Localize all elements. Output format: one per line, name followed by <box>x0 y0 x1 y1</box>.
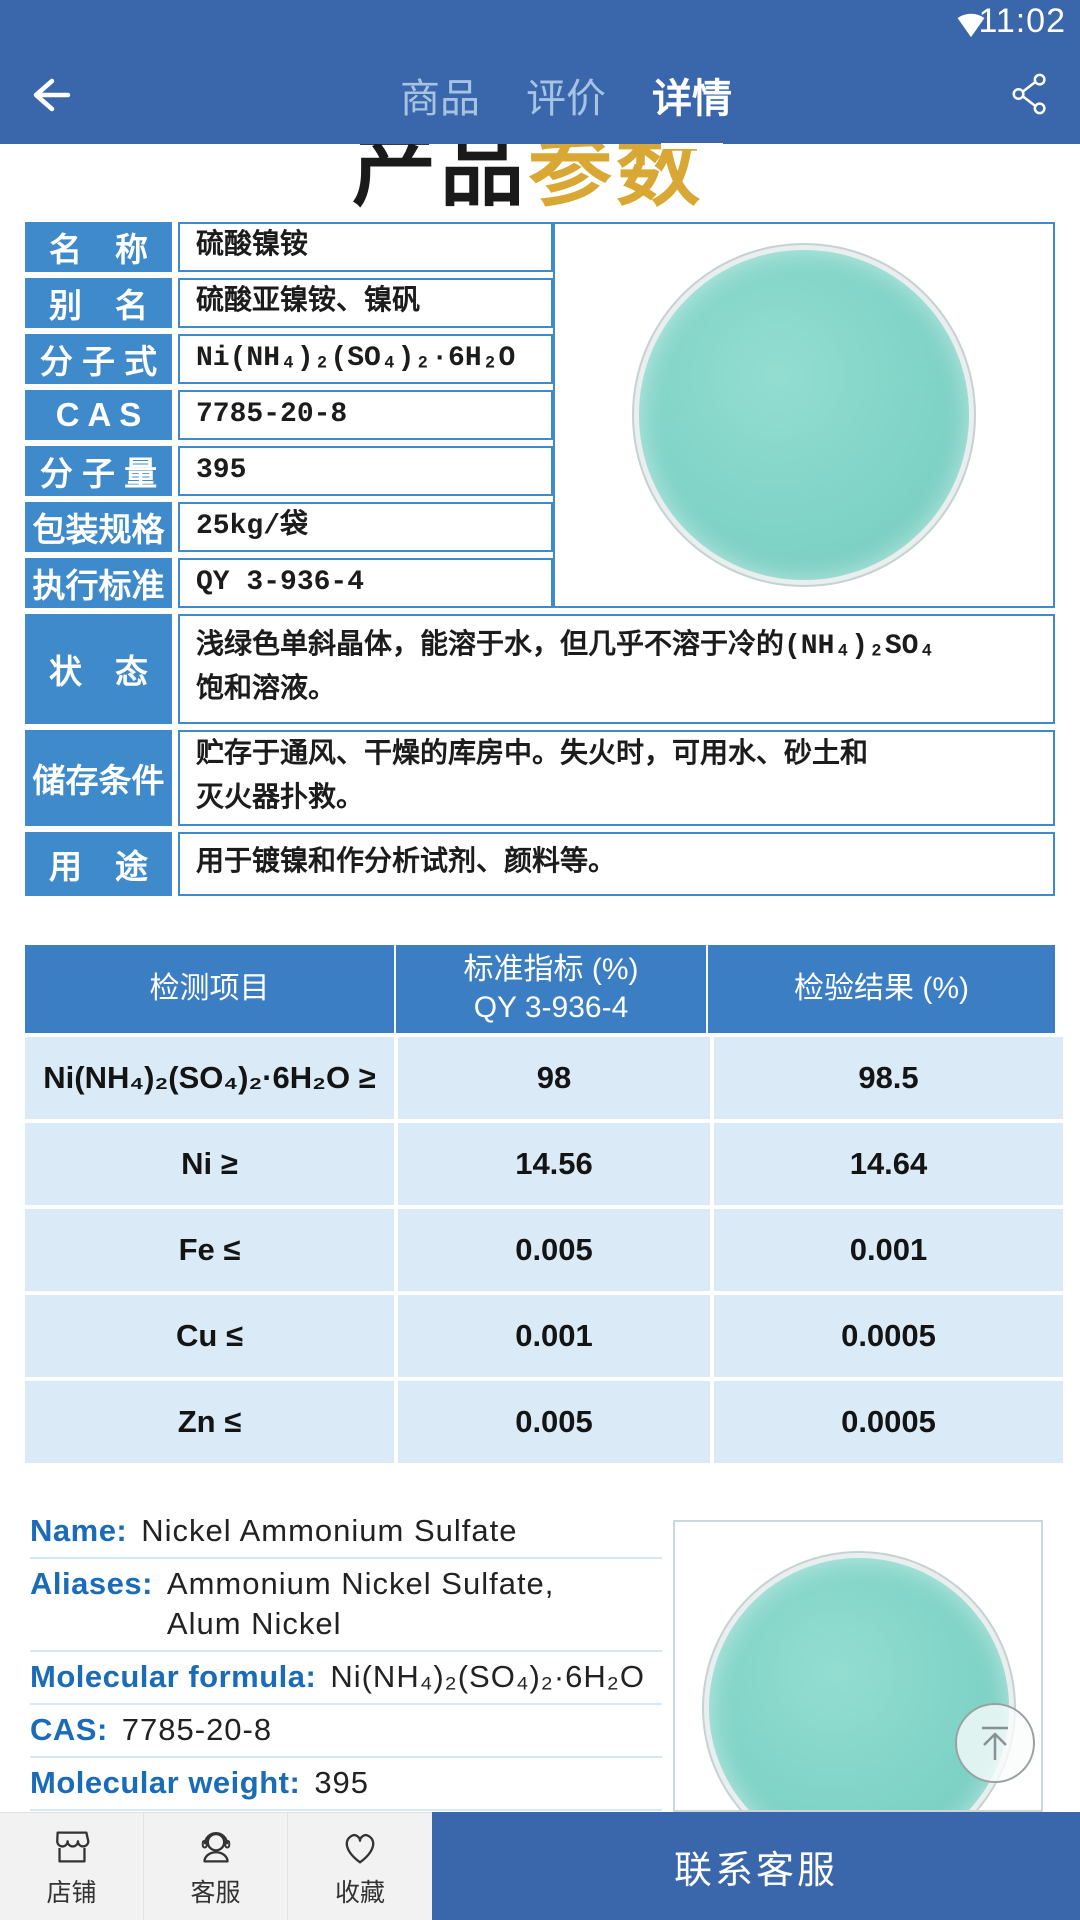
customer-service-button[interactable]: 客服 <box>144 1813 288 1920</box>
english-row-formula: Molecular formula: Ni(NH₄)₂(SO₄)₂·6H₂O <box>30 1652 662 1705</box>
test-cell: 98 <box>398 1037 710 1119</box>
english-row-name: Name: Nickel Ammonium Sulfate <box>30 1506 662 1559</box>
english-row-aliases: Aliases: Ammonium Nickel Sulfate, Alum N… <box>30 1559 662 1652</box>
product-photo-petri-dish <box>639 250 969 580</box>
share-icon[interactable] <box>1008 71 1054 117</box>
test-cell: Fe ≤ <box>25 1209 394 1291</box>
spec-value: 用于镀镍和作分析试剂、颜料等。 <box>178 832 1055 896</box>
tab-reviews[interactable]: 评价 <box>526 76 606 121</box>
spec-label: 储存条件 <box>25 730 172 826</box>
test-cell: 98.5 <box>714 1037 1063 1119</box>
shop-label: 店铺 <box>46 1879 97 1907</box>
test-header-item: 检测项目 <box>25 945 394 1033</box>
test-cell: Ni(NH₄)₂(SO₄)₂·6H₂O ≥ <box>25 1037 394 1119</box>
english-value: 7785-20-8 <box>121 1712 273 1747</box>
test-results-table: 检测项目 标准指标 (%) QY 3-936-4 检验结果 (%) Ni(NH₄… <box>25 945 1063 1463</box>
spec-label: 名 称 <box>25 222 172 272</box>
bottom-bar-left: 店铺 客服 收藏 <box>0 1812 432 1920</box>
english-label: Aliases: <box>30 1566 153 1601</box>
spec-value: 浅绿色单斜晶体，能溶于水，但几乎不溶于冷的(NH₄)₂SO₄ 饱和溶液。 <box>178 614 1055 724</box>
test-cell: Ni ≥ <box>25 1123 394 1205</box>
test-cell: Zn ≤ <box>25 1381 394 1463</box>
test-header-standard: 标准指标 (%) QY 3-936-4 <box>394 945 706 1033</box>
english-label: CAS: <box>30 1712 108 1747</box>
spec-label: 别 名 <box>25 278 172 328</box>
english-row-cas: CAS: 7785-20-8 <box>30 1705 662 1758</box>
test-header-result: 检验结果 (%) <box>706 945 1055 1033</box>
headset-icon <box>201 1832 230 1863</box>
english-label: Name: <box>30 1513 128 1548</box>
status-bar: 11:02 <box>0 0 1080 45</box>
english-info-section: Name: Nickel Ammonium Sulfate Aliases: A… <box>30 1506 662 1862</box>
english-row-weight: Molecular weight: 395 <box>30 1758 662 1811</box>
spec-label: 用 途 <box>25 832 172 896</box>
status-time: 11:02 <box>978 2 1066 40</box>
english-value: Ammonium Nickel Sulfate, Alum Nickel <box>166 1566 555 1641</box>
spec-row-weight: 分 子 量 395 <box>25 446 1055 496</box>
spec-row-storage: 储存条件 贮存于通风、干燥的库房中。失火时，可用水、砂土和 灭火器扑救。 <box>25 730 1055 826</box>
shop-button[interactable]: 店铺 <box>0 1813 144 1920</box>
spec-value: 25kg/袋 <box>178 502 553 552</box>
tab-bar: 商品 评价 详情 <box>26 45 1080 149</box>
spec-row-formula: 分 子 式 Ni(NH₄)₂(SO₄)₂·6H₂O <box>25 334 1055 384</box>
spec-value: 硫酸镍铵 <box>178 222 553 272</box>
english-value: Ni(NH₄)₂(SO₄)₂·6H₂O <box>330 1659 645 1694</box>
spec-label: 执行标准 <box>25 558 172 608</box>
tab-details[interactable]: 详情 <box>652 66 732 149</box>
customer-service-label: 客服 <box>190 1879 241 1907</box>
english-label: Molecular weight: <box>30 1765 301 1800</box>
spec-label: 状 态 <box>25 614 172 724</box>
back-to-top-button[interactable] <box>955 1703 1035 1783</box>
spec-row-cas: C A S 7785-20-8 <box>25 390 1055 440</box>
english-label: Molecular formula: <box>30 1659 317 1694</box>
heart-outline-icon <box>345 1833 375 1864</box>
spec-value: QY 3-936-4 <box>178 558 553 608</box>
spec-table: 名 称 硫酸镍铵 别 名 硫酸亚镍铵、镍矾 分 子 式 Ni(NH₄)₂(SO₄… <box>25 222 1055 896</box>
spec-row-usage: 用 途 用于镀镍和作分析试剂、颜料等。 <box>25 832 1055 896</box>
test-cell: 0.005 <box>398 1209 710 1291</box>
arrow-left-icon[interactable] <box>26 71 74 119</box>
spec-label: C A S <box>25 390 172 440</box>
product-photo-petri-dish <box>709 1558 1009 1810</box>
spec-row-state: 状 态 浅绿色单斜晶体，能溶于水，但几乎不溶于冷的(NH₄)₂SO₄ 饱和溶液。 <box>25 614 1055 724</box>
test-table-header: 检测项目 标准指标 (%) QY 3-936-4 检验结果 (%) <box>25 945 1055 1033</box>
test-cell: 0.005 <box>398 1381 710 1463</box>
product-photo-box <box>673 1520 1043 1812</box>
test-cell: 0.0005 <box>714 1381 1063 1463</box>
product-photo-cell <box>553 222 1055 608</box>
storefront-icon <box>55 1831 89 1863</box>
spec-value: Ni(NH₄)₂(SO₄)₂·6H₂O <box>178 334 553 384</box>
spec-label: 分 子 量 <box>25 446 172 496</box>
spec-row-standard: 执行标准 QY 3-936-4 <box>25 558 1055 608</box>
english-value: 395 <box>314 1765 370 1800</box>
spec-value: 贮存于通风、干燥的库房中。失火时，可用水、砂土和 灭火器扑救。 <box>178 730 1055 826</box>
active-tab-indicator <box>661 142 723 149</box>
tab-details-label: 详情 <box>652 76 732 121</box>
spec-label: 包装规格 <box>25 502 172 552</box>
spec-row-alias: 别 名 硫酸亚镍铵、镍矾 <box>25 278 1055 328</box>
spec-value: 7785-20-8 <box>178 390 553 440</box>
spec-value: 395 <box>178 446 553 496</box>
favorite-label: 收藏 <box>334 1879 385 1907</box>
nav-bar: 商品 评价 详情 <box>0 45 1080 149</box>
test-table-body: Ni(NH₄)₂(SO₄)₂·6H₂O ≥ 98 98.5 Ni ≥ 14.56… <box>25 1037 1063 1463</box>
spec-row-packing: 包装规格 25kg/袋 <box>25 502 1055 552</box>
spec-row-name: 名 称 硫酸镍铵 <box>25 222 1055 272</box>
spec-value: 硫酸亚镍铵、镍矾 <box>178 278 553 328</box>
tab-product[interactable]: 商品 <box>400 76 480 121</box>
spec-label: 分 子 式 <box>25 334 172 384</box>
wifi-icon <box>957 13 985 38</box>
test-cell: 0.001 <box>714 1209 1063 1291</box>
favorite-button[interactable]: 收藏 <box>288 1813 432 1920</box>
test-cell: Cu ≤ <box>25 1295 394 1377</box>
arrow-up-to-line-icon <box>982 1726 1008 1760</box>
test-cell: 14.56 <box>398 1123 710 1205</box>
test-cell: 0.001 <box>398 1295 710 1377</box>
contact-service-button[interactable]: 联系客服 <box>432 1812 1080 1920</box>
english-value: Nickel Ammonium Sulfate <box>141 1513 518 1548</box>
test-cell: 0.0005 <box>714 1295 1063 1377</box>
test-cell: 14.64 <box>714 1123 1063 1205</box>
bottom-action-bar: 店铺 客服 收藏 联系客服 <box>0 1812 1080 1920</box>
